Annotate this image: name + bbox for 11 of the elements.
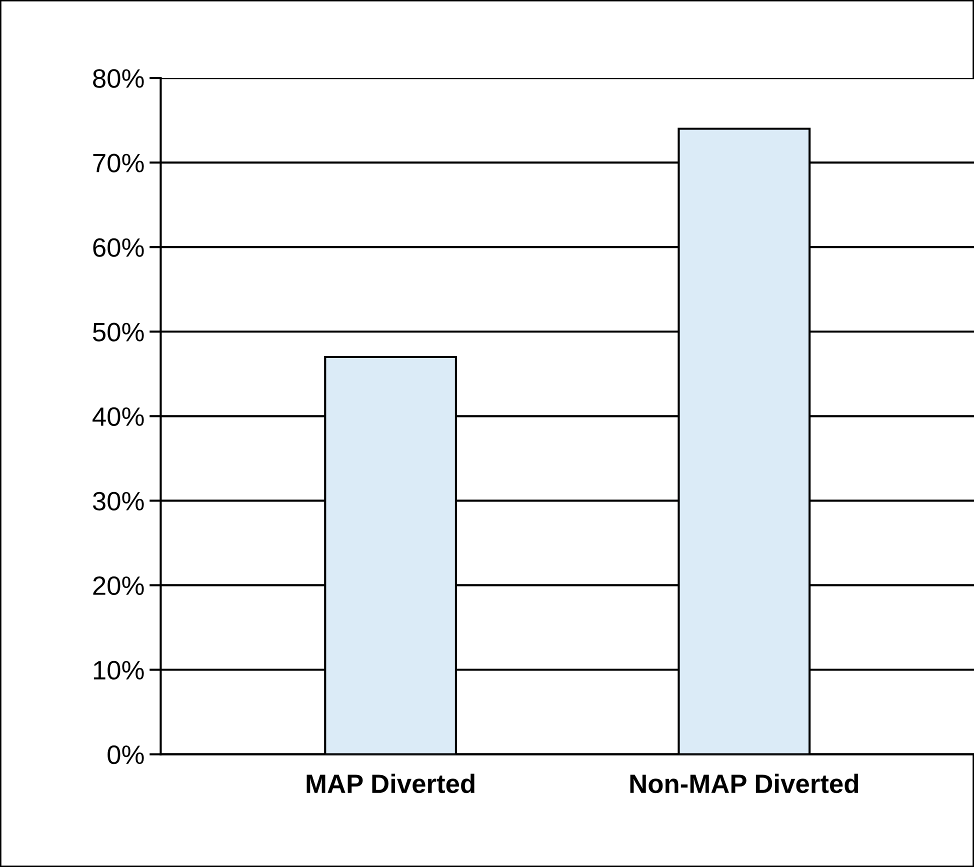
y-tick-label: 10% — [94, 660, 144, 680]
x-tick-label: Non-MAP Diverted — [630, 774, 858, 794]
y-tick-label: 30% — [92, 492, 144, 511]
y-tick-label: 40% — [92, 407, 144, 426]
y-tick-label: 60% — [93, 238, 144, 257]
x-tick-label: MAP Diverted — [306, 774, 474, 794]
y-tick-label: 80% — [93, 69, 144, 88]
y-tick-label: 70% — [93, 154, 144, 172]
y-tick-label: 0% — [108, 745, 144, 764]
y-tick-label: 50% — [92, 322, 144, 342]
y-tick-label: 20% — [93, 576, 144, 596]
